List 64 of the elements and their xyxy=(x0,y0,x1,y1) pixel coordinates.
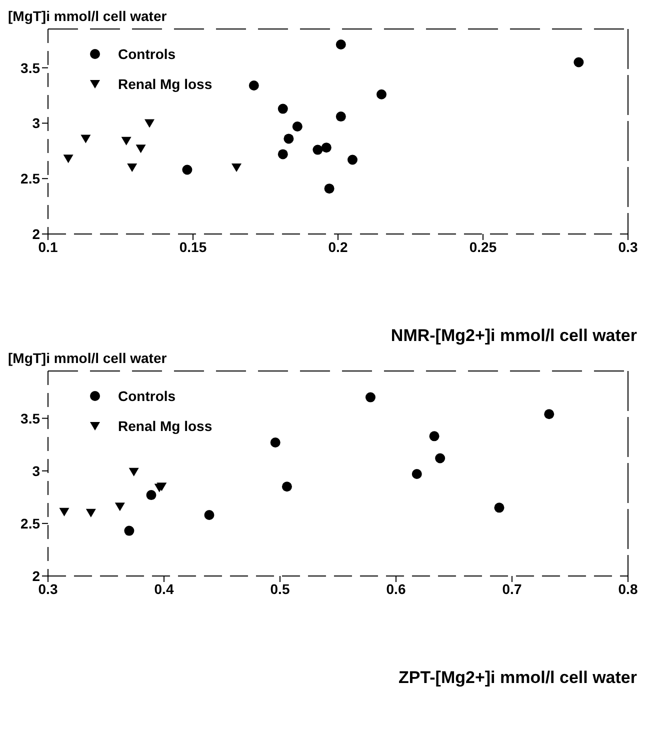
point xyxy=(435,453,446,464)
x-tick-label: 0.5 xyxy=(270,580,290,597)
point xyxy=(494,502,504,513)
point xyxy=(121,136,132,146)
point xyxy=(544,409,554,420)
point xyxy=(204,510,214,520)
x-tick-label: 0.4 xyxy=(154,580,174,597)
point xyxy=(80,134,91,144)
y-tick-label: 3 xyxy=(32,115,40,132)
x-tick-label: 0.3 xyxy=(618,238,638,255)
point xyxy=(146,490,156,500)
legend-label: Renal Mg loss xyxy=(118,418,212,434)
point xyxy=(336,40,346,50)
point xyxy=(321,142,332,153)
x-tick-label: 0.2 xyxy=(328,238,348,255)
point xyxy=(284,134,294,144)
x-tick-label: 0.1 xyxy=(38,238,58,255)
point xyxy=(365,392,376,402)
x-tick-label: 0.3 xyxy=(38,580,58,597)
point xyxy=(248,80,259,91)
x-tick-label: 0.6 xyxy=(386,580,406,597)
point xyxy=(412,469,422,480)
point xyxy=(124,526,134,536)
point xyxy=(292,122,302,132)
y-axis-title: [MgT]i mmol/l cell water xyxy=(8,8,168,26)
point xyxy=(144,119,154,128)
point xyxy=(232,164,242,172)
point xyxy=(182,164,192,175)
y-tick-label: 3.5 xyxy=(20,410,40,426)
point xyxy=(114,502,125,512)
y-tick-label: 2.5 xyxy=(20,515,40,532)
point xyxy=(270,437,280,448)
x-axis-title: ZPT-[Mg2+]i mmol/l cell water xyxy=(397,668,638,689)
point xyxy=(376,89,386,100)
y-tick-label: 3 xyxy=(32,462,40,479)
point xyxy=(324,184,334,194)
y-tick-label: 3.5 xyxy=(20,60,40,76)
x-tick-label: 0.8 xyxy=(618,580,638,597)
point xyxy=(86,508,96,518)
point xyxy=(336,112,346,122)
point xyxy=(63,154,74,164)
point xyxy=(574,57,584,68)
y-tick-label: 2 xyxy=(32,226,40,242)
point xyxy=(348,154,358,165)
legend-label: Renal Mg loss xyxy=(118,76,212,92)
y-tick-label: 2 xyxy=(32,568,40,584)
x-tick-label: 0.25 xyxy=(469,238,497,255)
legend-label: Controls xyxy=(118,388,176,404)
point xyxy=(429,431,440,442)
point xyxy=(127,164,138,172)
legend-label: Controls xyxy=(118,46,176,62)
point xyxy=(59,508,70,516)
x-tick-label: 0.15 xyxy=(179,238,207,255)
point xyxy=(156,482,167,492)
y-axis-title: [MgT]i mmol/l cell water xyxy=(8,350,168,368)
point xyxy=(278,104,288,114)
point xyxy=(136,144,146,154)
x-axis-title: NMR-[Mg2+]i mmol/l cell water xyxy=(390,326,638,347)
point xyxy=(282,482,292,492)
point xyxy=(278,149,288,160)
x-tick-label: 0.7 xyxy=(502,580,522,597)
y-tick-label: 2.5 xyxy=(20,170,40,187)
point xyxy=(128,468,139,476)
point xyxy=(312,144,323,155)
